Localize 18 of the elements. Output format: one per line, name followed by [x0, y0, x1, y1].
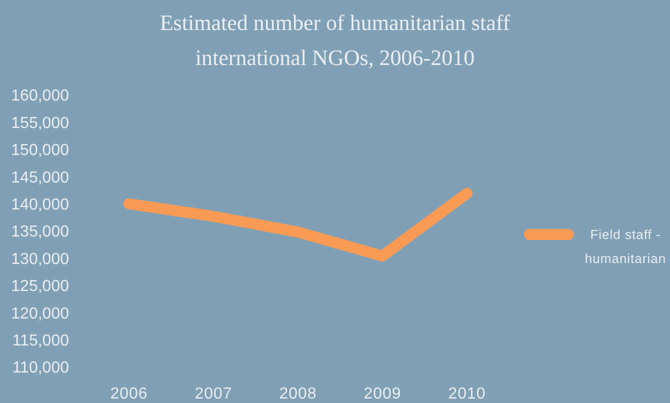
x-tick-label: 2007	[194, 385, 232, 402]
y-tick-label: 140,000	[11, 196, 70, 214]
y-tick-label: 130,000	[11, 250, 70, 268]
chart-title: Estimated number of humanitarian staff international NGOs, 2006-2010	[158, 9, 512, 72]
y-tick-label: 160,000	[11, 88, 70, 105]
x-tick-label: 2009	[364, 385, 402, 402]
legend-label: Field staff - humanitarian	[584, 226, 668, 268]
y-tick-label: 125,000	[11, 278, 70, 296]
y-tick-label: 115,000	[12, 332, 70, 350]
y-tick-label: 110,000	[12, 360, 70, 377]
y-tick-label: 150,000	[11, 142, 70, 160]
y-tick-label: 145,000	[11, 169, 70, 186]
y-tick-label: 155,000	[11, 114, 70, 132]
x-tick-label: 2010	[448, 385, 486, 402]
y-tick-label: 135,000	[11, 224, 70, 241]
x-tick-label: 2008	[279, 385, 317, 402]
y-tick-label: 120,000	[11, 305, 70, 322]
x-tick-label: 2006	[110, 385, 148, 402]
